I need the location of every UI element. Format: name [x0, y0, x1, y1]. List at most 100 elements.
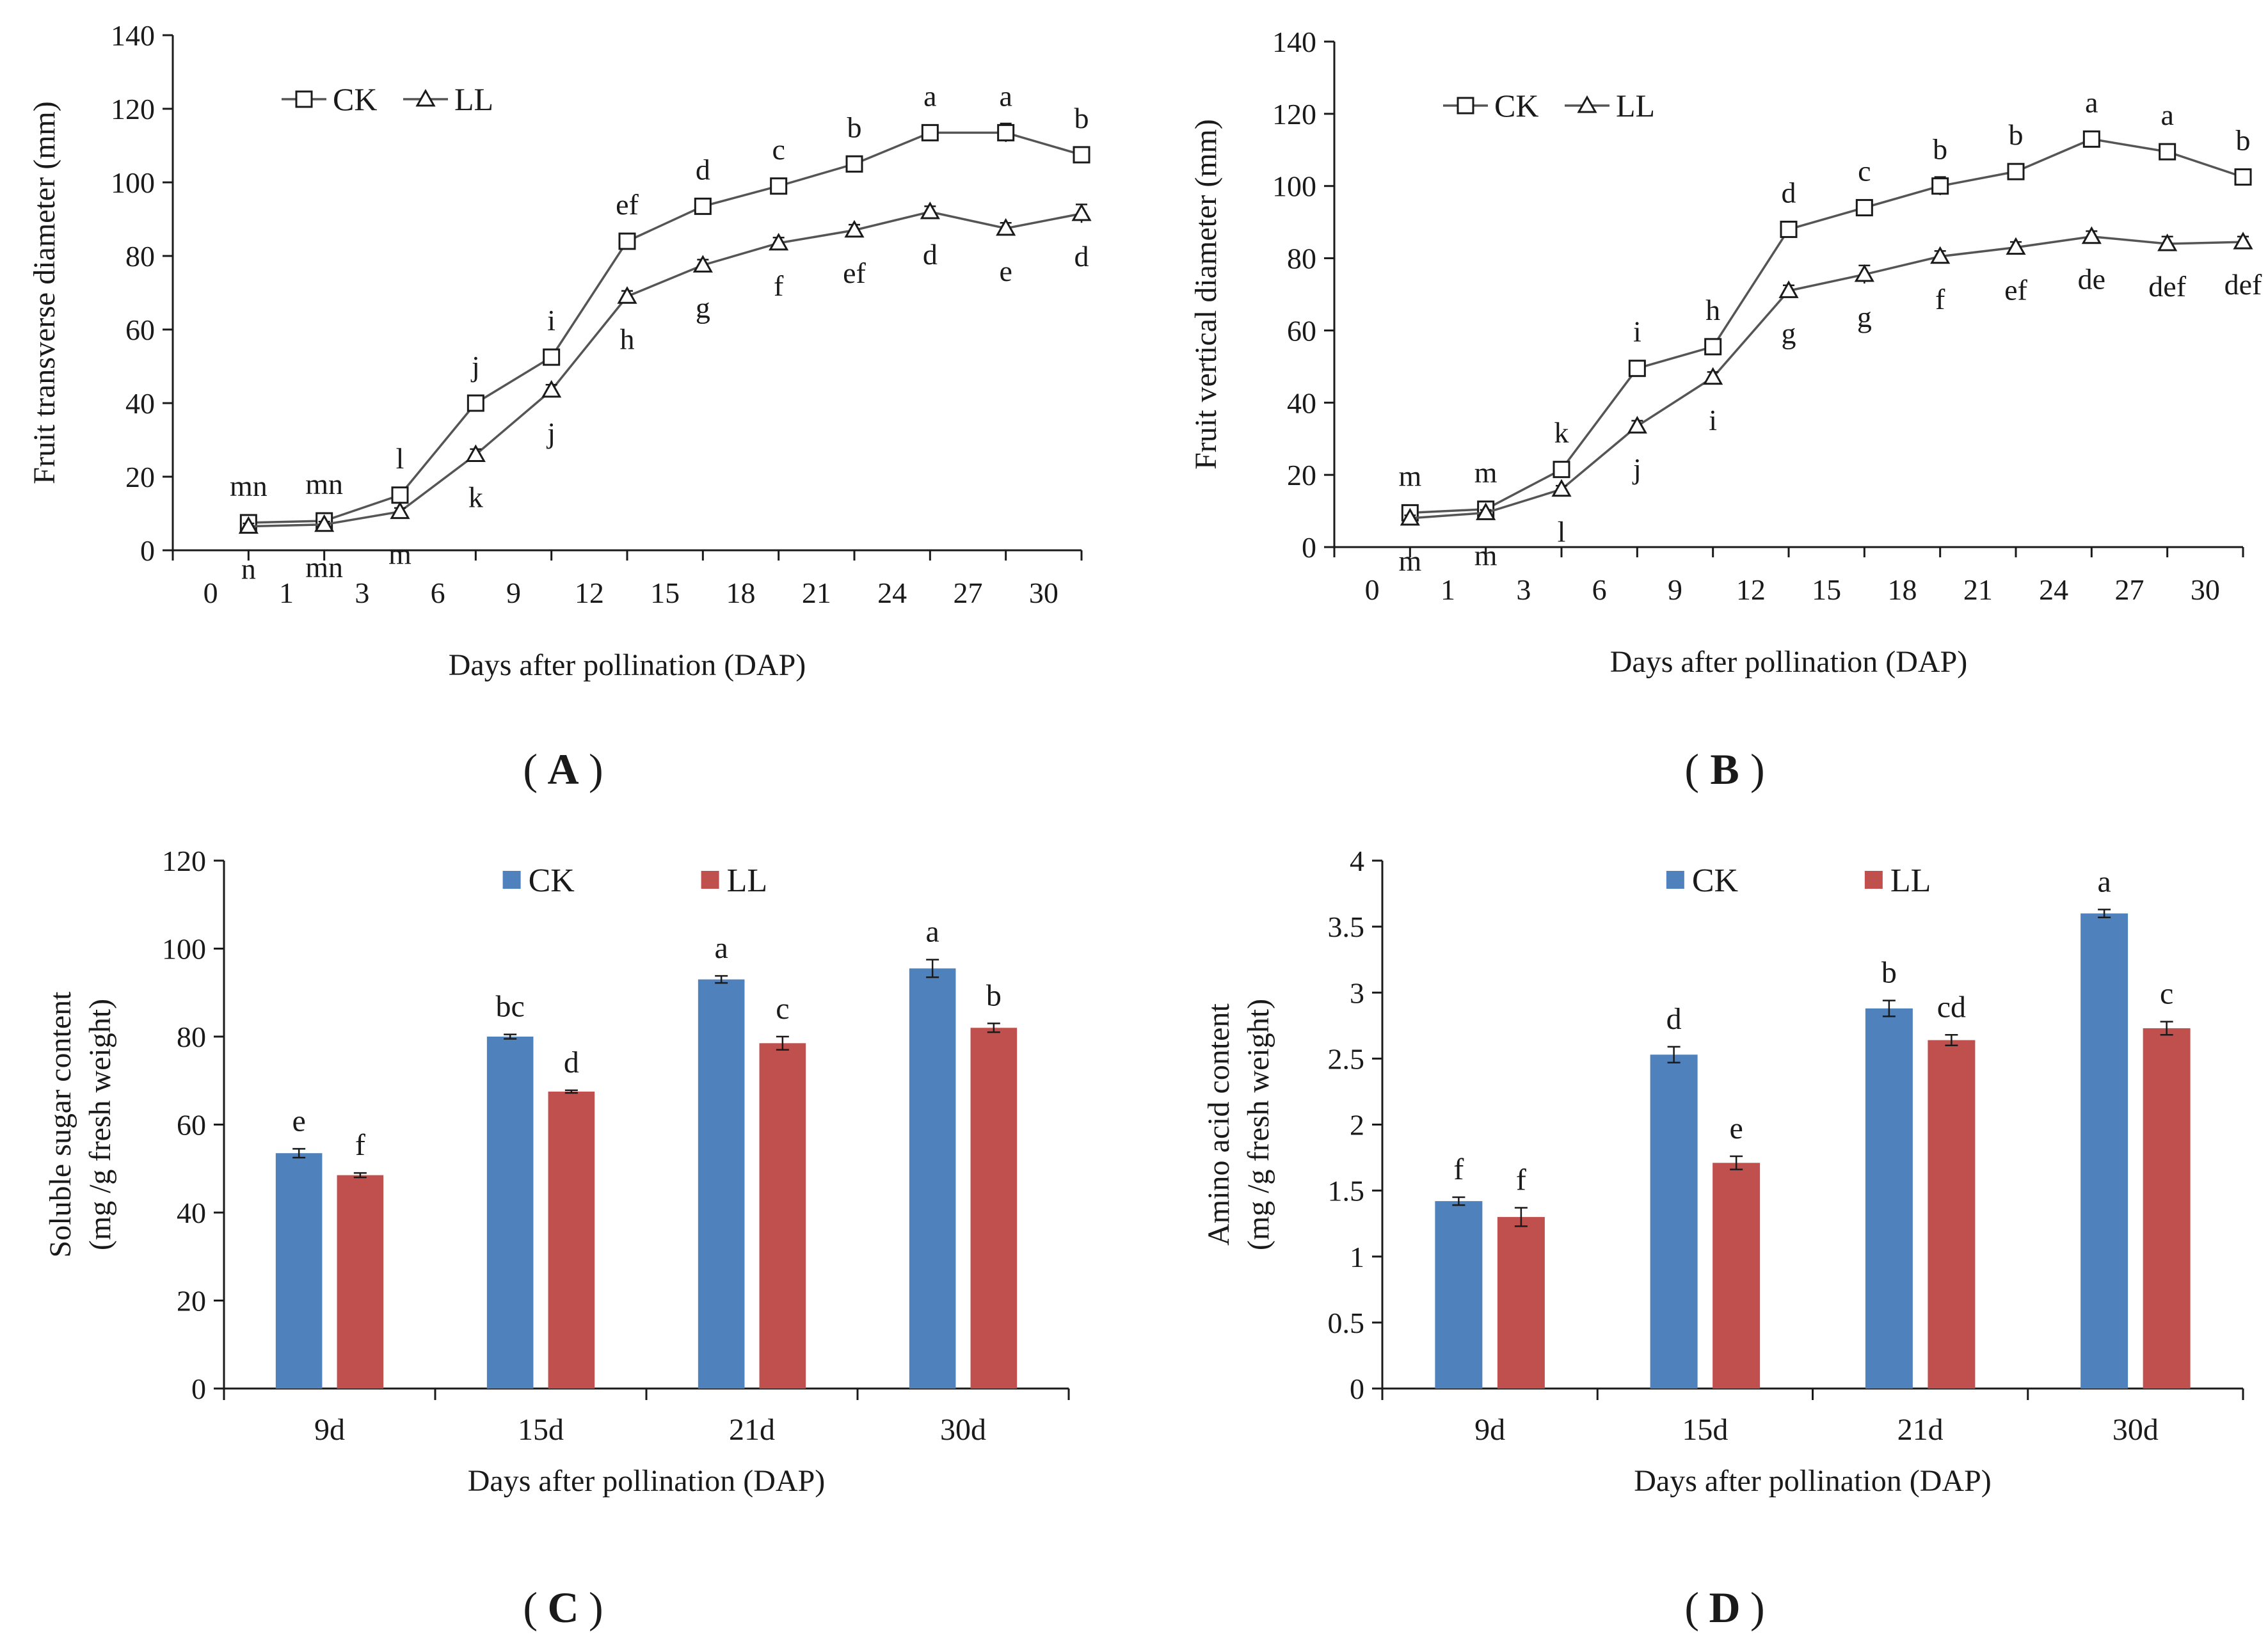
caption-B: (B): [1684, 745, 1764, 793]
data-point-triangle: [996, 218, 1016, 236]
x-tick-label: 3: [355, 577, 369, 609]
x-tick-label: 18: [726, 577, 756, 609]
significance-letter: g: [696, 291, 710, 324]
y-tick-label: 140: [1272, 26, 1316, 58]
significance-letter: b: [2236, 124, 2251, 157]
legend-label: LL: [1890, 863, 1931, 899]
bar-ll: [337, 1175, 384, 1389]
legend-label: CK: [1494, 88, 1538, 123]
y-tick-label: 140: [111, 19, 155, 52]
significance-letter: ef: [616, 188, 639, 221]
data-point-triangle: [2157, 233, 2178, 251]
y-tick-label: 2.5: [1328, 1042, 1365, 1075]
legend-marker-triangle: [415, 88, 436, 107]
y-tick-label: 40: [1287, 386, 1316, 419]
significance-letter: c: [2160, 977, 2173, 1011]
significance-letter: b: [2009, 118, 2024, 151]
data-point-square: [997, 123, 1015, 141]
caption-paren-close: ): [589, 745, 603, 793]
data-point-triangle: [1400, 507, 1420, 526]
y-tick-label: 3.5: [1328, 911, 1365, 943]
significance-letter: e: [1729, 1111, 1743, 1145]
legend-label: CK: [529, 863, 575, 899]
y-tick-label: 100: [1272, 170, 1316, 203]
y-tick-label: 120: [162, 845, 206, 877]
bar-ck: [909, 968, 956, 1389]
caption-C: (C): [523, 1583, 603, 1632]
significance-letter: c: [1858, 155, 1871, 187]
x-tick-label: 15: [650, 577, 680, 609]
data-point-square: [2234, 168, 2252, 186]
significance-letter: f: [1453, 1152, 1464, 1186]
series-line-ll: [1410, 235, 2244, 520]
y-tick-label: 20: [125, 461, 155, 493]
significance-letter: k: [1554, 417, 1569, 449]
data-point-triangle: [1627, 415, 1647, 434]
y-tick-label: 40: [125, 387, 155, 420]
y-axis-title: Amino acid content: [1202, 1003, 1236, 1246]
series-line-ck: [248, 131, 1082, 524]
legend-label: LL: [1616, 88, 1655, 123]
y-axis-title: Fruit transverse diameter (mm): [28, 101, 61, 484]
x-tick-label: 0: [1365, 573, 1380, 606]
x-tick-label: 30: [2191, 573, 2220, 606]
x-tick-label: 3: [1516, 573, 1531, 606]
significance-letter: d: [696, 153, 710, 186]
significance-letter: def: [2224, 268, 2262, 301]
data-point-triangle: [541, 379, 562, 398]
data-point-square: [845, 155, 863, 173]
legend-marker-triangle: [1577, 95, 1597, 113]
bar-ck: [275, 1153, 323, 1389]
y-tick-label: 120: [111, 93, 155, 125]
x-tick-label: 12: [1736, 573, 1766, 606]
significance-letter: l: [396, 442, 404, 475]
significance-letter: mn: [305, 468, 343, 500]
series-line-ll: [248, 211, 1082, 528]
significance-letter: h: [1705, 294, 1720, 326]
x-tick-label: 18: [1888, 573, 1917, 606]
x-tick-label: 27: [2115, 573, 2144, 606]
data-point-triangle: [692, 255, 713, 273]
data-point-square: [618, 232, 636, 250]
data-point-triangle: [1551, 479, 1572, 497]
significance-letter: d: [1074, 240, 1089, 273]
legend-swatch: [1666, 871, 1684, 889]
legend-label: CK: [1692, 863, 1739, 899]
legend: CK LL: [1443, 88, 1655, 123]
x-tick-label: 15d: [1682, 1413, 1728, 1447]
y-tick-label: 80: [125, 240, 155, 273]
significance-letter: c: [772, 133, 785, 166]
y-tick-label: 0.5: [1328, 1307, 1365, 1339]
data-point-square: [543, 348, 561, 366]
legend-swatch: [701, 871, 719, 889]
series-ck: m m k i h d c b b a a b: [1398, 86, 2252, 521]
bar-ck: [698, 979, 745, 1389]
legend-marker-square: [1457, 97, 1474, 115]
caption-paren-close: ): [589, 1583, 603, 1632]
significance-letter: ef: [2004, 274, 2027, 307]
bar-ll: [1713, 1163, 1761, 1389]
significance-letter: m: [1474, 539, 1497, 571]
data-point-square: [694, 197, 712, 215]
significance-letter: de: [2078, 263, 2105, 296]
x-tick-label: 1: [279, 577, 294, 609]
significance-letter: e: [292, 1104, 305, 1138]
significance-letter: j: [546, 417, 555, 449]
x-tick-label: 15: [1812, 573, 1841, 606]
significance-letter: d: [1782, 176, 1796, 209]
bar-ll: [970, 1028, 1018, 1389]
significance-letter: a: [2085, 86, 2098, 118]
x-tick-label: 24: [877, 577, 907, 609]
y-tick-label: 0: [1302, 531, 1316, 564]
y-axis-title: (mg /g fresh weight): [1242, 999, 1275, 1250]
significance-letter: b: [986, 978, 1002, 1012]
data-point-triangle: [2081, 226, 2102, 244]
caption-paren-open: (: [1684, 1583, 1699, 1632]
x-tick-label: 21d: [729, 1413, 775, 1447]
x-axis-title: Days after pollination (DAP): [1610, 645, 1968, 679]
data-point-triangle: [390, 501, 410, 520]
caption-paren-close: ): [1750, 1583, 1765, 1632]
bar-ll: [1497, 1216, 1545, 1389]
significance-letter: j: [1632, 452, 1641, 485]
